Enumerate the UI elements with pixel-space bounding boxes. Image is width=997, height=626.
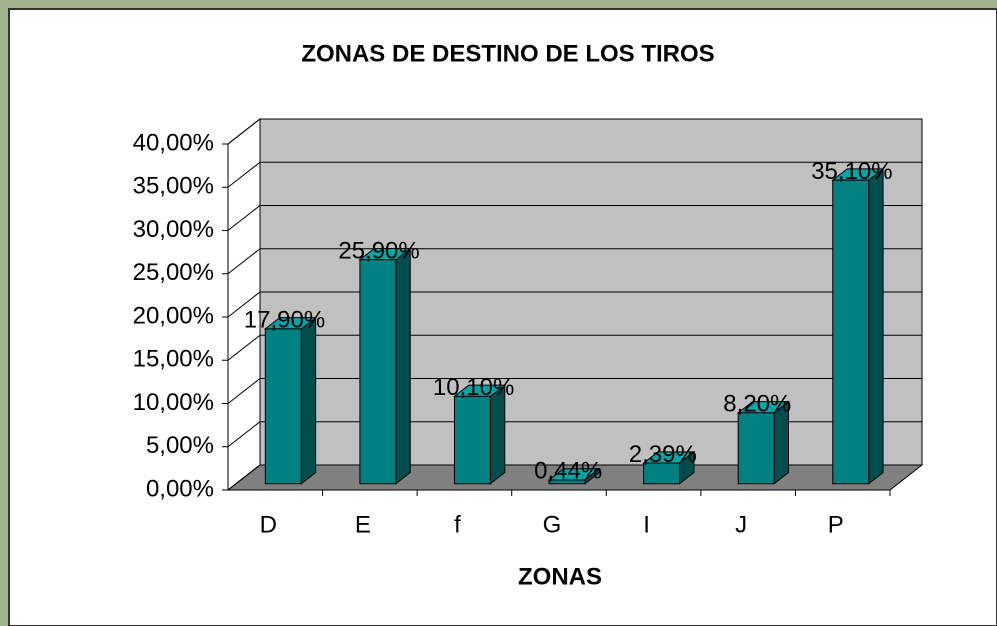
bar (359, 259, 397, 485)
grid-line (227, 118, 922, 145)
y-tick-label: 30,00% (133, 216, 214, 243)
data-label: 25,90% (338, 237, 419, 264)
x-axis-title: ZONAS (518, 563, 602, 590)
x-tick-label: P (828, 511, 844, 538)
x-tick-label: I (643, 511, 650, 538)
y-tick-label: 35,00% (133, 173, 214, 200)
y-tick-label: 40,00% (133, 129, 214, 156)
data-label: 17,90% (244, 307, 325, 334)
y-tick-label: 20,00% (133, 302, 214, 329)
grid-line (227, 378, 922, 404)
chart-title: ZONAS DE DESTINO DE LOS TIROS (301, 40, 714, 67)
y-tick-label: 15,00% (133, 346, 214, 373)
bar (832, 179, 870, 485)
x-tick-label: G (543, 511, 562, 538)
bar (737, 412, 775, 485)
x-tick-label: J (735, 511, 747, 538)
grid-line (227, 421, 922, 448)
y-tick-label: 5,00% (146, 432, 214, 459)
y-tick-label: 0,00% (146, 475, 214, 502)
data-label: 2,39% (629, 441, 697, 468)
grid-line (227, 205, 922, 231)
grid-line (227, 161, 922, 188)
bar (643, 462, 681, 485)
bar (264, 328, 302, 485)
bar (548, 479, 586, 485)
data-label: 0,44% (534, 458, 602, 485)
x-tick-label: E (355, 511, 371, 538)
bar-side (868, 167, 884, 485)
grid-line (227, 334, 922, 361)
data-label: 8,20% (723, 391, 791, 418)
bar-side (300, 316, 317, 485)
bar (453, 395, 491, 485)
grid-line (227, 291, 922, 318)
grid-line (227, 464, 922, 491)
grid-line (227, 248, 922, 275)
x-tick-label: D (260, 511, 277, 538)
y-tick-label: 25,00% (133, 259, 214, 286)
data-label: 35,10% (811, 158, 892, 185)
x-tick-label: f (454, 511, 461, 538)
data-label: 10,10% (433, 374, 514, 401)
bar-side (395, 247, 411, 485)
y-tick-label: 10,00% (133, 389, 214, 416)
